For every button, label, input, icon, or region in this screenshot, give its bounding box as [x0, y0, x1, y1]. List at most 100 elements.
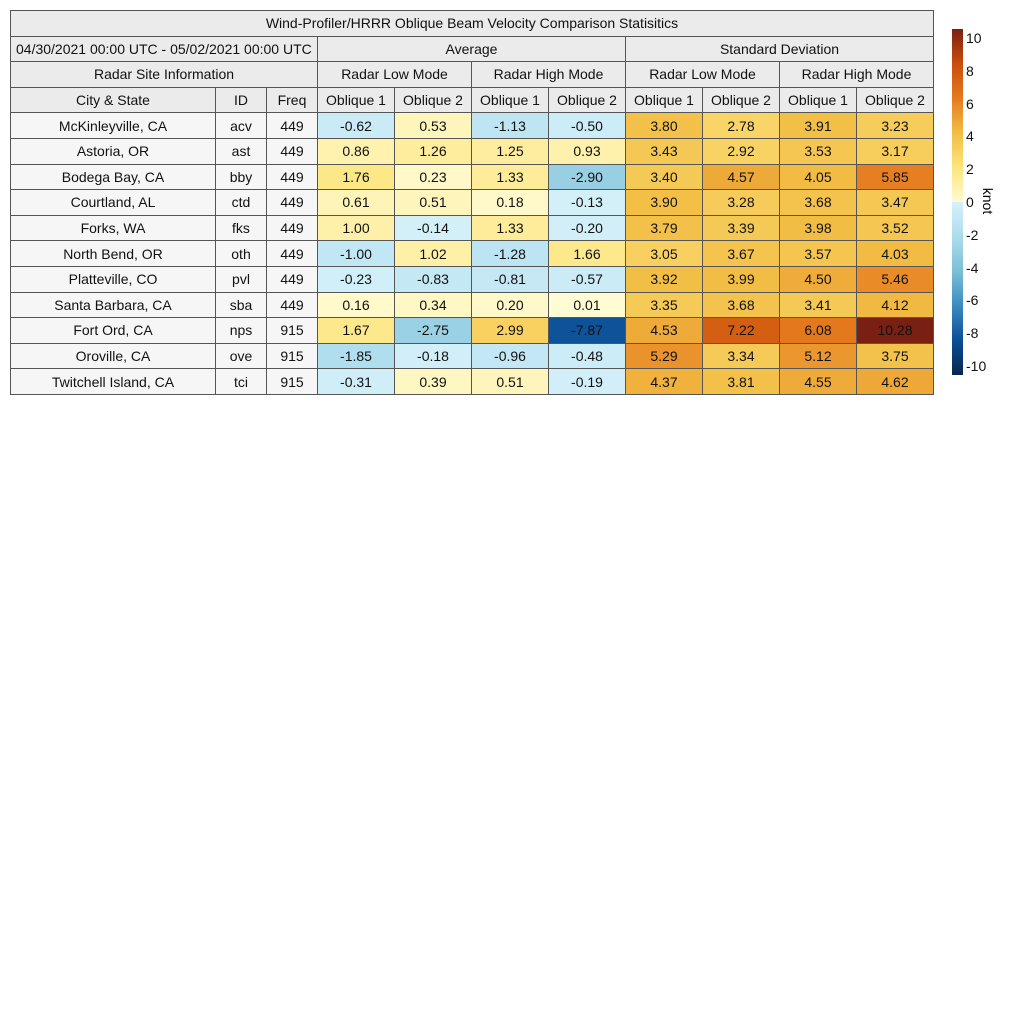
value-cell: 3.80 [625, 112, 703, 139]
table-row: Platteville, CO pvl 449 -0.23 -0.83 -0.81 -0.5… [10, 265, 934, 293]
value-cell: 1.33 [471, 214, 549, 242]
column-header: Oblique 2 [856, 86, 934, 114]
value-cell: -0.57 [548, 265, 626, 293]
freq-cell: 449 [266, 291, 318, 319]
value-cell: -0.23 [317, 265, 395, 293]
colorbar-tick: 10 [966, 30, 982, 46]
value-cell: 1.00 [317, 214, 395, 242]
freq-cell: 915 [266, 317, 318, 344]
value-cell: 3.52 [856, 214, 934, 242]
table-row: Twitchell Island, CA tci 915 -0.31 0.39 0.51-… [10, 368, 934, 395]
colorbar-label: knot [980, 187, 997, 215]
value-cell: 3.79 [625, 214, 703, 242]
value-cell: 3.17 [856, 137, 934, 165]
table-row: Bodega Bay, CA bby 449 1.76 0.23 1.33 -2.90 3.4… [10, 163, 934, 191]
column-header: Oblique 1 [625, 86, 703, 114]
value-cell: -1.00 [317, 240, 395, 267]
city-cell: North Bend, OR [10, 240, 216, 267]
value-cell: -0.96 [471, 342, 549, 370]
value-cell: 0.53 [394, 112, 472, 139]
value-cell: 0.01 [548, 291, 626, 319]
value-cell: 0.16 [317, 291, 395, 319]
freq-cell: 915 [266, 368, 318, 395]
value-cell: 5.85 [856, 163, 934, 191]
table-title: Wind-Profiler/HRRR Oblique Beam Velocity… [10, 10, 934, 37]
value-cell: 3.43 [625, 137, 703, 165]
value-cell: 0.61 [317, 189, 395, 216]
mode-header: Radar Low Mode [317, 61, 472, 88]
value-cell: 0.23 [394, 163, 472, 191]
id-cell: tci [215, 368, 267, 395]
value-cell: 4.03 [856, 240, 934, 267]
city-cell: Astoria, OR [10, 137, 216, 165]
value-cell: 4.62 [856, 368, 934, 395]
value-cell: 3.68 [702, 291, 780, 319]
value-cell: -0.19 [548, 368, 626, 395]
value-cell: 1.25 [471, 137, 549, 165]
value-cell: 3.35 [625, 291, 703, 319]
colorbar-tick: -2 [966, 226, 979, 243]
value-cell: 0.51 [394, 189, 472, 216]
value-cell: 3.28 [702, 189, 780, 216]
city-cell: Bodega Bay, CA [10, 163, 216, 191]
value-cell: 3.40 [625, 163, 703, 191]
value-cell: 4.57 [702, 163, 780, 191]
id-cell: ast [215, 137, 267, 165]
column-header: Oblique 2 [702, 86, 780, 114]
value-cell: 0.86 [317, 137, 395, 165]
value-cell: 3.53 [779, 137, 857, 165]
table-row: Santa Barbara, CA sba 449 0.16 0.34 0.20 0.01 3… [10, 291, 934, 319]
freq-cell: 449 [266, 112, 318, 139]
id-cell: ove [215, 342, 267, 370]
freq-cell: 449 [266, 265, 318, 293]
id-cell: nps [215, 317, 267, 344]
value-cell: 4.05 [779, 163, 857, 191]
value-cell: -1.85 [317, 342, 395, 370]
colorbar-tick: 4 [966, 128, 974, 145]
value-cell: 3.98 [779, 214, 857, 242]
colorbar-tick: -4 [966, 259, 979, 276]
value-cell: 3.68 [779, 189, 857, 216]
value-cell: -0.62 [317, 112, 395, 139]
value-cell: 3.81 [702, 368, 780, 395]
value-cell: 5.46 [856, 265, 934, 293]
value-cell: 3.34 [702, 342, 780, 370]
value-cell: 3.75 [856, 342, 934, 370]
freq-cell: 449 [266, 137, 318, 165]
value-cell: 3.99 [702, 265, 780, 293]
freq-cell: 915 [266, 342, 318, 370]
value-cell: -0.13 [548, 189, 626, 216]
value-cell: 4.53 [625, 317, 703, 344]
value-cell: 1.67 [317, 317, 395, 344]
table-row: Forks, WA fks 449 1.00 -0.14 1.33 -0.20 3.79 3.3… [10, 214, 934, 242]
date-range: 04/30/2021 00:00 UTC - 05/02/2021 00:00 … [10, 35, 318, 63]
value-cell: 6.08 [779, 317, 857, 344]
value-cell: 3.57 [779, 240, 857, 267]
column-header: Oblique 1 [317, 86, 395, 114]
value-cell: 3.41 [779, 291, 857, 319]
colorbar-tick: -6 [966, 292, 979, 309]
value-cell: 0.39 [394, 368, 472, 395]
freq-cell: 449 [266, 189, 318, 216]
value-cell: 5.29 [625, 342, 703, 370]
value-cell: 7.22 [702, 317, 780, 344]
freq-cell: 449 [266, 240, 318, 267]
value-cell: -7.87 [548, 317, 626, 344]
value-cell: 4.37 [625, 368, 703, 395]
city-cell: Fort Ord, CA [10, 317, 216, 344]
value-cell: 5.12 [779, 342, 857, 370]
site-info-header: Radar Site Information [10, 61, 318, 88]
value-cell: 0.93 [548, 137, 626, 165]
id-cell: acv [215, 112, 267, 139]
value-cell: -0.83 [394, 265, 472, 293]
id-cell: bby [215, 163, 267, 191]
colorbar-tick: -10 [966, 358, 987, 374]
value-cell: 3.05 [625, 240, 703, 267]
colorbar-tick: 2 [966, 161, 974, 178]
mode-header: Radar Low Mode [625, 61, 780, 88]
value-cell: 3.47 [856, 189, 934, 216]
column-header: ID [215, 86, 267, 114]
mode-header: Radar High Mode [779, 61, 934, 88]
freq-cell: 449 [266, 163, 318, 191]
table-row: Astoria, OR ast 449 0.86 1.26 1.25 0.93 3.43 2.9… [10, 137, 934, 165]
